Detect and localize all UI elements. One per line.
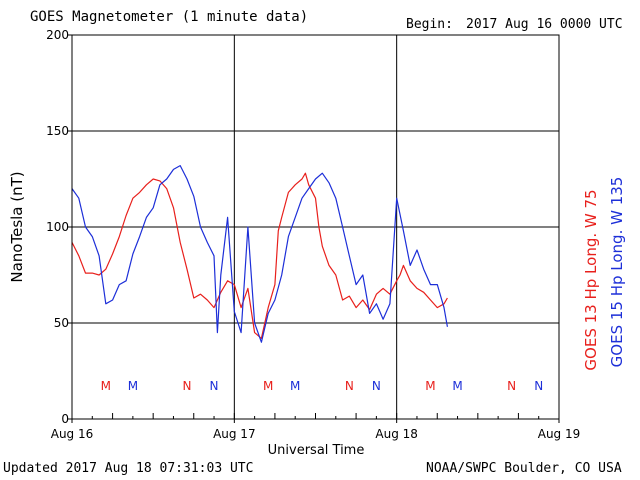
series-line-goes13: [71, 172, 448, 339]
x-tick-label-24: Aug 17: [213, 427, 256, 441]
y-tick-label-150: 150: [46, 124, 69, 138]
chart-title: GOES Magnetometer (1 minute data): [30, 9, 309, 25]
annotation-N-6: N: [345, 379, 354, 393]
begin-value: 2017 Aug 16 0000 UTC: [466, 17, 623, 32]
annotation-N-2: N: [182, 379, 191, 393]
series-line-goes15: [71, 165, 448, 343]
annotation-N-3: N: [210, 379, 219, 393]
x-tick-labels: Aug 16 Aug 17 Aug 18 Aug 19: [51, 413, 581, 441]
legend-goes15: GOES 15 Hp Long. W 135: [608, 177, 626, 368]
annotation-M-8: M: [425, 379, 435, 393]
y-tick-labels: 0 50 100 150 200: [46, 28, 72, 426]
y-tick-label-200: 200: [46, 28, 69, 42]
x-axis-label: Universal Time: [268, 443, 365, 458]
begin-label: Begin:: [406, 17, 453, 32]
annotation-M-4: M: [263, 379, 273, 393]
credit-text: NOAA/SWPC Boulder, CO USA: [426, 461, 622, 476]
x-tick-label-48: Aug 18: [375, 427, 418, 441]
annotation-M-0: M: [101, 379, 111, 393]
updated-timestamp: Updated 2017 Aug 18 07:31:03 UTC: [3, 461, 254, 476]
annotation-N-7: N: [372, 379, 381, 393]
x-tick-label-0: Aug 16: [51, 427, 94, 441]
annotation-N-11: N: [534, 379, 543, 393]
series-group: [71, 165, 448, 343]
annotation-M-1: M: [128, 379, 138, 393]
annotation-N-10: N: [507, 379, 516, 393]
legend-goes13: GOES 13 Hp Long. W 75: [582, 189, 600, 370]
y-tick-label-100: 100: [46, 220, 69, 234]
y-tick-label-0: 0: [61, 412, 69, 426]
x-tick-label-72: Aug 19: [538, 427, 581, 441]
annotation-M-5: M: [290, 379, 300, 393]
y-tick-label-50: 50: [54, 316, 69, 330]
grid-lines: [72, 35, 559, 419]
annotation-M-9: M: [452, 379, 462, 393]
y-axis-label: NanoTesla (nT): [8, 171, 26, 282]
